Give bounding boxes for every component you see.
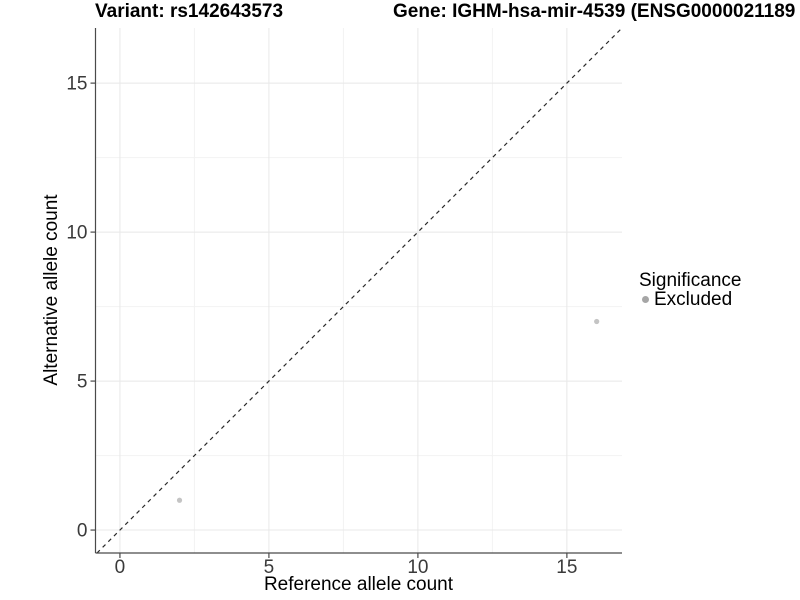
legend: Significance Excluded	[639, 270, 742, 310]
legend-point-icon	[642, 296, 649, 303]
x-axis-title: Reference allele count	[263, 574, 454, 595]
x-tick-label: 10	[407, 557, 428, 578]
legend-title: Significance	[639, 270, 742, 291]
legend-item-label: Excluded	[654, 288, 733, 310]
data-point	[594, 318, 600, 325]
y-tick-label: 15	[66, 74, 87, 95]
x-tick-label: 15	[556, 557, 577, 578]
x-tick-label: 0	[115, 557, 126, 578]
identity-dashed-line	[96, 27, 623, 554]
y-tick-label: 0	[77, 521, 88, 542]
gene-title: Gene: IGHM-hsa-mir-4539 (ENSG0000021189	[393, 1, 796, 22]
y-tick-label: 5	[77, 372, 88, 393]
variant-title: Variant: rs142643573	[95, 1, 284, 22]
x-tick-label: 5	[264, 557, 275, 578]
legend-item-excluded: Excluded	[639, 288, 741, 310]
y-tick-label: 10	[66, 223, 87, 244]
data-point	[176, 497, 183, 503]
